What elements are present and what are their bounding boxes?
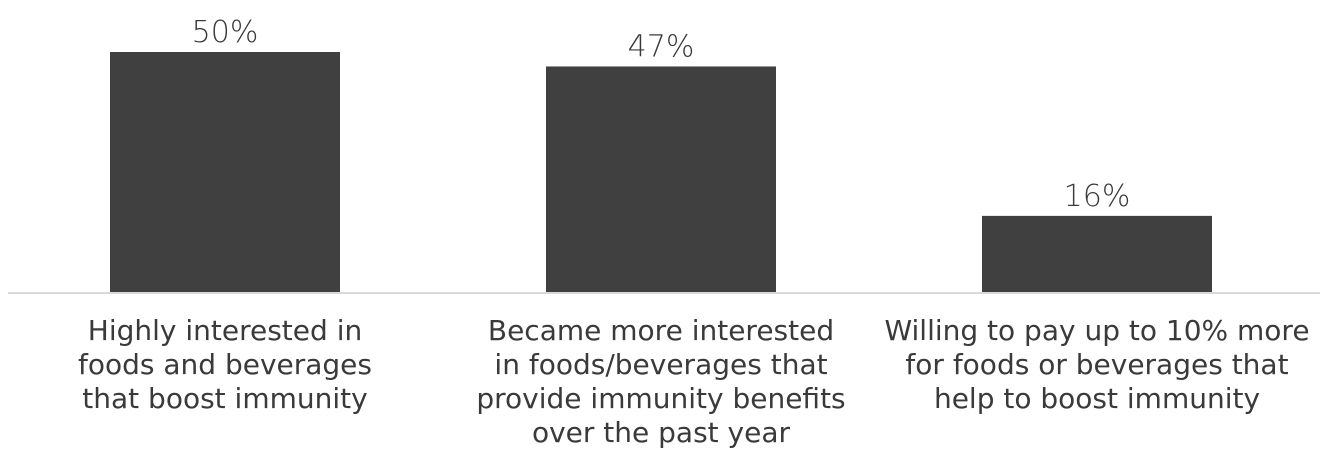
category-label-1-line-1: Highly interested in [88, 314, 362, 347]
category-label-2: Became more interested in foods/beverages… [476, 314, 845, 449]
category-label-3: Willing to pay up to 10% more for foods o… [884, 314, 1309, 415]
category-label-2-line-2: in foods/beverages that [494, 348, 827, 381]
category-label-2-line-3: provide immunity benefits [476, 382, 845, 415]
category-labels-layer: Highly interested in foods and beverages t… [78, 314, 1310, 449]
category-label-2-line-1: Became more interested [488, 314, 834, 347]
category-label-3-line-1: Willing to pay up to 10% more [884, 314, 1309, 347]
category-label-1-line-2: foods and beverages [78, 348, 372, 381]
bar-1 [110, 52, 340, 293]
category-label-2-line-4: over the past year [532, 416, 791, 449]
bar-2 [546, 66, 776, 294]
bar-3 [982, 215, 1212, 293]
bars-layer [110, 52, 1212, 294]
data-label-3: 16% [1064, 179, 1131, 214]
category-label-3-line-2: for foods or beverages that [905, 348, 1288, 381]
data-label-1: 50% [192, 15, 259, 50]
category-label-1: Highly interested in foods and beverages t… [78, 314, 372, 415]
value-labels-layer: 50% 47% 16% [192, 15, 1131, 214]
category-label-1-line-3: that boost immunity [82, 382, 367, 415]
category-label-3-line-3: help to boost immunity [934, 382, 1260, 415]
data-label-2: 47% [628, 29, 695, 64]
